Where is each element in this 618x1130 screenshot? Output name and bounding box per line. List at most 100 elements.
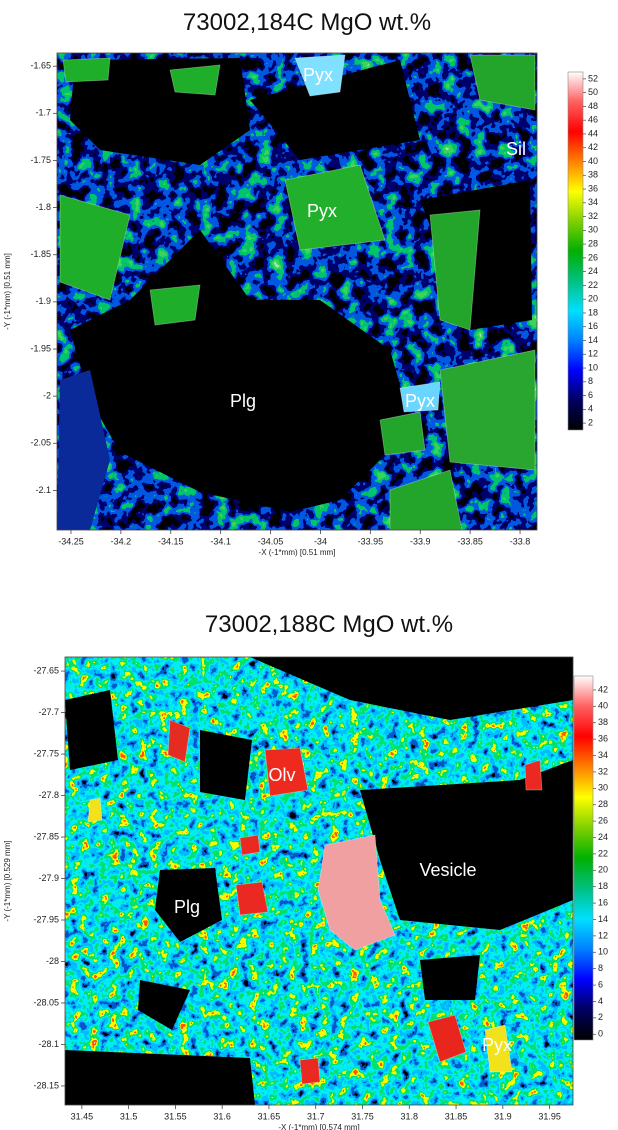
mineral-grain: [239, 834, 261, 856]
colorbar-tick-label: 28: [588, 238, 598, 248]
y-tick-label: -1.85: [30, 249, 51, 259]
mineral-grain: [87, 797, 103, 823]
map-region: [360, 760, 573, 930]
colorbar-tick-label: 50: [588, 87, 598, 97]
y-axis-label: -Y (-1*mm) [0.51 mm]: [3, 253, 12, 330]
annotation: Plg: [174, 897, 200, 917]
annotation: Pyx: [303, 65, 333, 85]
x-axis-label: -X (-1*mm) [0.51 mm]: [259, 548, 336, 557]
colorbar-tick-label: 10: [588, 362, 598, 372]
y-tick-label: -1.95: [30, 343, 51, 353]
x-tick-label: 31.6: [213, 1111, 231, 1121]
x-tick-label: -33.9: [410, 536, 431, 546]
colorbar-tick-label: 6: [588, 390, 593, 400]
colorbar-tick-label: 40: [598, 701, 608, 711]
x-tick-label: -34.1: [210, 536, 231, 546]
colorbar-tick-label: 16: [598, 897, 608, 907]
colorbar-tick-label: 28: [598, 799, 608, 809]
y-tick-label: -28: [46, 956, 59, 966]
x-tick-label: 31.65: [258, 1111, 281, 1121]
colorbar-tick-label: 26: [598, 815, 608, 825]
annotation: Pyx: [307, 201, 337, 221]
mineral-grain: [169, 64, 221, 96]
y-tick-label: -2.1: [35, 485, 51, 495]
colorbar-tick-label: 42: [588, 142, 598, 152]
colorbar-tick-label: 2: [598, 1012, 603, 1022]
y-tick-label: -28.15: [33, 1080, 59, 1090]
chart-title: 73002,188C MgO wt.%: [205, 611, 453, 638]
map-region: [250, 60, 420, 160]
mineral-grain: [59, 194, 131, 301]
mineral-grain: [149, 284, 201, 326]
colorbar-tick-label: 8: [588, 376, 593, 386]
colorbar-tick-label: 2: [588, 417, 593, 427]
y-tick-label: -28.1: [38, 1039, 59, 1049]
map-region: [138, 980, 190, 1030]
mineral-grain: [469, 54, 536, 111]
colorbar-tick-label: 52: [588, 73, 598, 83]
colorbar-tick-label: 36: [598, 734, 608, 744]
colorbar-tick-label: 26: [588, 252, 598, 262]
colorbar-tick-label: 10: [598, 947, 608, 957]
mineral-grain: [379, 411, 426, 456]
colorbar-tick-label: 20: [598, 865, 608, 875]
mineral-grain: [439, 349, 536, 471]
colorbar-tick-label: 12: [598, 930, 608, 940]
colorbar-tick-label: 14: [588, 335, 598, 345]
mineral-grain: [427, 1014, 467, 1063]
map-image: [57, 53, 537, 530]
mineral-grain: [62, 57, 111, 83]
colorbar-tick-label: 14: [598, 914, 608, 924]
colorbar-tick-label: 18: [588, 307, 598, 317]
colorbar-tick-label: 16: [588, 321, 598, 331]
x-tick-label: -34.15: [158, 536, 184, 546]
x-tick-label: -33.8: [510, 536, 531, 546]
mineral-grain: [284, 164, 386, 251]
y-tick-label: -27.7: [38, 707, 59, 717]
x-tick-label: 31.9: [494, 1111, 512, 1121]
plot-frame: [64, 656, 574, 1106]
mineral-grain: [389, 469, 463, 530]
colorbar-tick-label: 8: [598, 963, 603, 973]
colorbar-tick-label: 44: [588, 128, 598, 138]
annotation: Pyx: [482, 1035, 512, 1055]
colorbar: [567, 71, 584, 431]
x-tick-label: 31.45: [71, 1111, 94, 1121]
colorbar-tick-label: 4: [588, 404, 593, 414]
colorbar-tick-label: 46: [588, 115, 598, 125]
colorbar-tick-label: 36: [588, 183, 598, 193]
chart-title: 73002,184C MgO wt.%: [183, 9, 431, 36]
mineral-grain: [299, 1057, 321, 1085]
y-tick-label: -1.8: [35, 202, 51, 212]
colorbar-tick-label: 6: [598, 979, 603, 989]
colorbar: [573, 675, 594, 1041]
x-tick-label: 31.75: [351, 1111, 374, 1121]
x-tick-label: 31.8: [401, 1111, 419, 1121]
plot-frame: [56, 52, 538, 531]
map-region: [65, 690, 118, 770]
map-region: [65, 1050, 255, 1105]
colorbar-tick-label: 24: [598, 832, 608, 842]
x-tick-label: 31.7: [307, 1111, 325, 1121]
x-tick-label: 31.95: [538, 1111, 561, 1121]
colorbar-tick-label: 30: [588, 225, 598, 235]
x-tick-label: -34.2: [111, 536, 132, 546]
colorbar-tick-label: 32: [588, 211, 598, 221]
x-tick-label: -34.25: [58, 536, 84, 546]
y-tick-label: -28.05: [33, 997, 59, 1007]
mineral-grain: [399, 381, 441, 413]
colorbar-tick-label: 20: [588, 294, 598, 304]
colorbar-tick-label: 22: [588, 280, 598, 290]
annotation: Plg: [230, 391, 256, 411]
mineral-grain: [524, 759, 543, 791]
mineral-grain: [317, 834, 396, 951]
mineral-grain: [264, 747, 309, 797]
x-tick-label: -33.85: [457, 536, 483, 546]
mineral-grain: [167, 719, 191, 763]
y-tick-label: -1.7: [35, 108, 51, 118]
y-tick-label: -2.05: [30, 438, 51, 448]
colorbar-tick-label: 48: [588, 101, 598, 111]
mineral-grain: [484, 1024, 513, 1073]
colorbar-tick-label: 0: [598, 1029, 603, 1039]
colorbar-tick-label: 32: [598, 766, 608, 776]
